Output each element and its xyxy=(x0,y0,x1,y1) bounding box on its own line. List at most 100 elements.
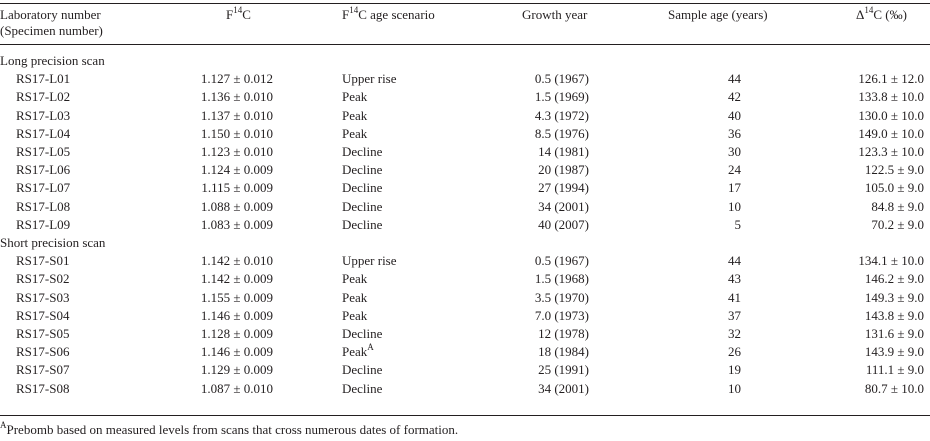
table-top-rule xyxy=(0,3,930,4)
table-row: RS17-L04 1.150 ± 0.010 Peak 8.5 (1976) 36 149… xyxy=(0,126,930,144)
header-scenario: F14C age scenario xyxy=(342,4,435,23)
cell-growth-year: 7.0 (1973) xyxy=(535,308,589,324)
cell-lab-number-text: RS17-L05 xyxy=(16,144,71,159)
cell-scenario: Peak xyxy=(342,290,367,306)
cell-sample-age: 36 xyxy=(728,126,741,142)
header-growth-year: Growth year xyxy=(522,7,588,22)
footnote-reference: A xyxy=(367,341,374,352)
cell-scenario-text: Upper rise xyxy=(342,253,397,268)
cell-sample-age: 41 xyxy=(728,290,741,306)
cell-scenario: Decline xyxy=(342,362,382,378)
cell-f14c: 1.115 ± 0.009 xyxy=(201,180,273,196)
cell-scenario: Peak xyxy=(342,89,367,105)
cell-sample-age-text: 41 xyxy=(728,290,741,305)
cell-growth-year-text: 25 (1991) xyxy=(538,362,589,377)
cell-lab-number-text: RS17-S05 xyxy=(16,326,70,341)
cell-lab-number-text: RS17-S01 xyxy=(16,253,70,268)
cell-delta: 130.0 ± 10.0 xyxy=(858,108,924,124)
cell-growth-year: 34 (2001) xyxy=(538,199,589,215)
cell-sample-age-text: 40 xyxy=(728,108,741,123)
cell-growth-year: 0.5 (1967) xyxy=(535,253,589,269)
cell-growth-year-text: 34 (2001) xyxy=(538,381,589,396)
cell-delta-text: 122.5 ± 9.0 xyxy=(864,162,924,177)
cell-growth-year: 1.5 (1969) xyxy=(535,89,589,105)
table-row: RS17-S06 1.146 ± 0.009 PeakA 18 (1984) 26 143… xyxy=(0,341,930,362)
cell-sample-age: 24 xyxy=(728,162,741,178)
cell-growth-year: 20 (1987) xyxy=(538,162,589,178)
footnote-text: Prebomb based on measured levels from sc… xyxy=(6,422,459,437)
cell-delta-text: 131.6 ± 9.0 xyxy=(864,326,924,341)
cell-lab-number-text: RS17-L09 xyxy=(16,217,71,232)
table-row: RS17-S02 1.142 ± 0.009 Peak 1.5 (1968) 43 146… xyxy=(0,271,930,289)
cell-lab-number: RS17-S02 xyxy=(16,271,69,287)
cell-scenario-text: Peak xyxy=(342,344,368,359)
cell-f14c: 1.137 ± 0.010 xyxy=(201,108,273,124)
header-scenario-sup: 14 xyxy=(349,4,359,15)
cell-sample-age-text: 19 xyxy=(728,362,741,377)
cell-lab-number-text: RS17-L03 xyxy=(16,108,71,123)
table-row: RS17-L02 1.136 ± 0.010 Peak 1.5 (1969) 42 133… xyxy=(0,89,930,107)
cell-f14c: 1.146 ± 0.009 xyxy=(201,308,273,324)
header-lab-number-line1: Laboratory number xyxy=(0,7,101,22)
cell-delta: 149.3 ± 9.0 xyxy=(865,290,924,306)
cell-sample-age: 17 xyxy=(728,180,741,196)
cell-sample-age: 19 xyxy=(728,362,741,378)
header-f14c: F14C xyxy=(226,5,251,23)
table-row: RS17-S05 1.128 ± 0.009 Decline 12 (1978) 32 1… xyxy=(0,326,930,344)
cell-lab-number-text: RS17-L07 xyxy=(16,180,71,195)
cell-lab-number: RS17-L08 xyxy=(16,199,70,215)
cell-sample-age: 30 xyxy=(728,144,741,160)
cell-lab-number: RS17-S07 xyxy=(16,362,69,378)
table-row: RS17-L07 1.115 ± 0.009 Decline 27 (1994) 17 1… xyxy=(0,180,930,198)
cell-lab-number-text: RS17-L08 xyxy=(16,199,71,214)
cell-delta-text: 133.8 ± 10.0 xyxy=(858,89,924,104)
cell-f14c-text: 1.128 ± 0.009 xyxy=(200,326,273,341)
header-lab-number: Laboratory number (Specimen number) xyxy=(0,7,103,39)
section-title: Long precision scan xyxy=(0,53,105,68)
cell-lab-number: RS17-S03 xyxy=(16,290,69,306)
cell-growth-year: 25 (1991) xyxy=(538,362,589,378)
table-row: RS17-S01 1.142 ± 0.010 Upper rise 0.5 (1967… xyxy=(0,253,930,271)
cell-lab-number-text: RS17-L02 xyxy=(16,89,71,104)
cell-growth-year-text: 1.5 (1968) xyxy=(534,271,589,286)
cell-f14c: 1.155 ± 0.009 xyxy=(201,290,273,306)
header-specimen-number: (Specimen number) xyxy=(0,23,103,38)
cell-lab-number: RS17-L06 xyxy=(16,162,70,178)
cell-sample-age-text: 32 xyxy=(728,326,741,341)
cell-growth-year-text: 1.5 (1969) xyxy=(534,89,589,104)
cell-lab-number: RS17-S04 xyxy=(16,308,69,324)
cell-delta: 70.2 ± 9.0 xyxy=(871,217,924,233)
cell-lab-number: RS17-S05 xyxy=(16,326,69,342)
cell-lab-number-text: RS17-S06 xyxy=(16,344,70,359)
cell-delta-text: 146.2 ± 9.0 xyxy=(864,271,924,286)
cell-lab-number: RS17-S08 xyxy=(16,381,69,397)
cell-scenario: Peak xyxy=(342,271,367,287)
cell-delta: 84.8 ± 9.0 xyxy=(871,199,924,215)
cell-f14c-text: 1.155 ± 0.009 xyxy=(200,290,273,305)
cell-delta: 134.1 ± 10.0 xyxy=(858,253,924,269)
cell-f14c-text: 1.088 ± 0.009 xyxy=(200,199,273,214)
cell-growth-year-text: 27 (1994) xyxy=(538,180,589,195)
cell-f14c: 1.150 ± 0.010 xyxy=(201,126,273,142)
cell-f14c-text: 1.115 ± 0.009 xyxy=(201,180,273,195)
cell-growth-year: 4.3 (1972) xyxy=(535,108,589,124)
cell-lab-number: RS17-L01 xyxy=(16,71,70,87)
cell-sample-age: 43 xyxy=(728,271,741,287)
cell-scenario: Decline xyxy=(342,162,382,178)
table-row: RS17-S08 1.087 ± 0.010 Decline 34 (2001) 10 8… xyxy=(0,381,930,399)
cell-sample-age-text: 26 xyxy=(728,344,741,359)
table-row: RS17-S04 1.146 ± 0.009 Peak 7.0 (1973) 37 143… xyxy=(0,308,930,326)
cell-f14c-text: 1.129 ± 0.009 xyxy=(200,362,273,377)
cell-growth-year: 12 (1978) xyxy=(538,326,589,342)
cell-lab-number-text: RS17-L01 xyxy=(16,71,71,86)
cell-f14c: 1.127 ± 0.012 xyxy=(201,71,273,87)
cell-delta-text: 105.0 ± 9.0 xyxy=(864,180,924,195)
cell-delta: 80.7 ± 10.0 xyxy=(865,381,924,397)
cell-delta: 133.8 ± 10.0 xyxy=(858,89,924,105)
header-delta-sup: 14 xyxy=(864,4,874,15)
cell-growth-year: 14 (1981) xyxy=(538,144,589,160)
cell-f14c: 1.129 ± 0.009 xyxy=(201,362,273,378)
cell-growth-year-text: 7.0 (1973) xyxy=(534,308,589,323)
table-row: RS17-L05 1.123 ± 0.010 Decline 14 (1981) 30 1… xyxy=(0,144,930,162)
cell-f14c-text: 1.146 ± 0.009 xyxy=(200,344,273,359)
